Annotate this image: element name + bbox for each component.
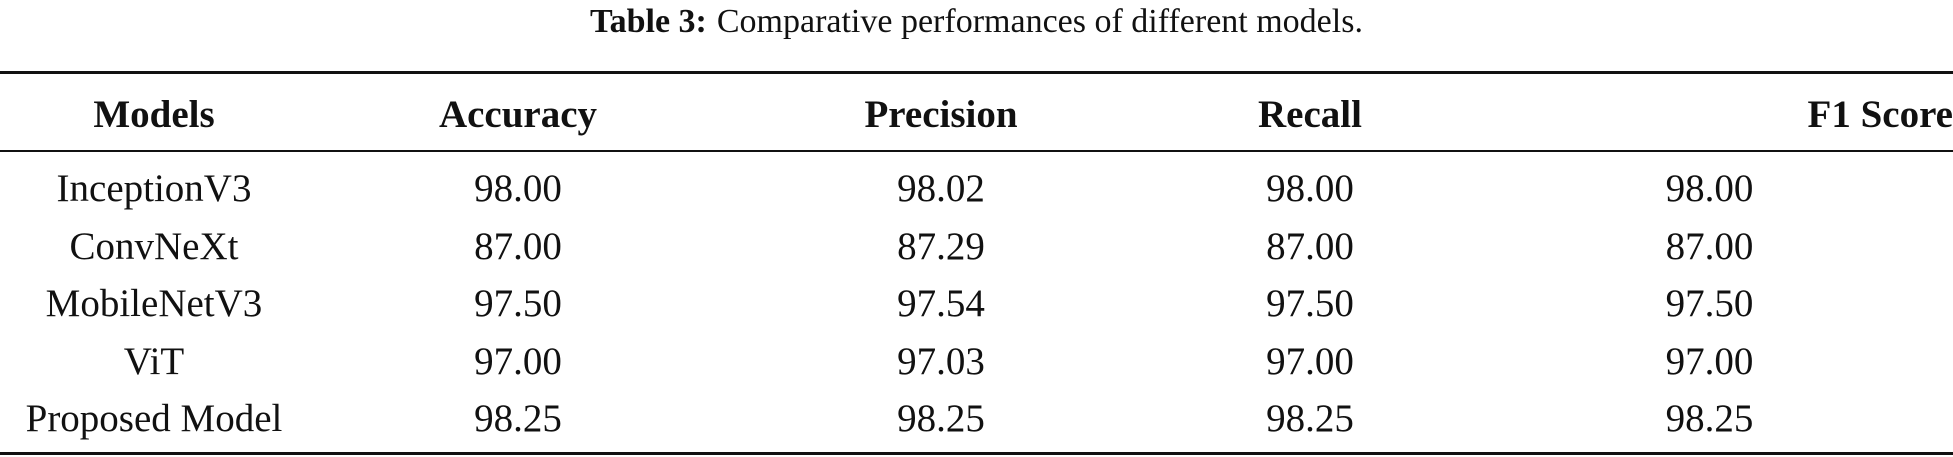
table-body: InceptionV3 98.00 98.02 98.00 98.00 Conv… bbox=[0, 160, 1953, 448]
cell-precision: 97.54 bbox=[897, 282, 985, 326]
cell-accuracy: 98.25 bbox=[474, 397, 562, 441]
cell-model: ConvNeXt bbox=[69, 224, 239, 268]
cell-f1-score: 97.00 bbox=[1665, 339, 1754, 383]
cell-recall: 97.00 bbox=[1266, 339, 1354, 383]
cell-f1-score: 98.25 bbox=[1665, 397, 1754, 441]
header-f1-score: F1 Score bbox=[1807, 92, 1953, 136]
cell-recall: 97.50 bbox=[1266, 282, 1354, 326]
table-header: Models Accuracy Precision Recall F1 Scor… bbox=[0, 82, 1953, 146]
cell-accuracy: 87.00 bbox=[474, 224, 562, 268]
cell-recall: 98.25 bbox=[1266, 397, 1354, 441]
header-recall: Recall bbox=[1258, 92, 1362, 136]
cell-accuracy: 97.50 bbox=[474, 282, 562, 326]
cell-accuracy: 97.00 bbox=[474, 339, 562, 383]
cell-precision: 87.29 bbox=[897, 224, 985, 268]
cell-precision: 97.03 bbox=[897, 339, 985, 383]
header-rule bbox=[0, 150, 1953, 152]
cell-recall: 87.00 bbox=[1266, 224, 1354, 268]
table-caption: Table 3: Comparative performances of diff… bbox=[0, 0, 1953, 50]
caption-label: Table 3: bbox=[590, 3, 707, 40]
cell-recall: 98.00 bbox=[1266, 167, 1354, 211]
cell-model: MobileNetV3 bbox=[45, 282, 263, 326]
cell-f1-score: 87.00 bbox=[1665, 224, 1754, 268]
header-models: Models bbox=[93, 92, 215, 136]
header-precision: Precision bbox=[864, 92, 1018, 136]
header-accuracy: Accuracy bbox=[438, 92, 598, 136]
cell-f1-score: 97.50 bbox=[1665, 282, 1754, 326]
cell-model: Proposed Model bbox=[25, 397, 283, 441]
cell-precision: 98.02 bbox=[897, 167, 985, 211]
cell-f1-score: 98.00 bbox=[1665, 167, 1754, 211]
cell-precision: 98.25 bbox=[897, 397, 985, 441]
cell-model: ViT bbox=[123, 339, 185, 383]
bottom-rule bbox=[0, 452, 1953, 455]
cell-model: InceptionV3 bbox=[56, 167, 252, 211]
caption-text: Comparative performances of different mo… bbox=[716, 3, 1363, 40]
cell-accuracy: 98.00 bbox=[474, 167, 562, 211]
top-rule bbox=[0, 71, 1953, 74]
